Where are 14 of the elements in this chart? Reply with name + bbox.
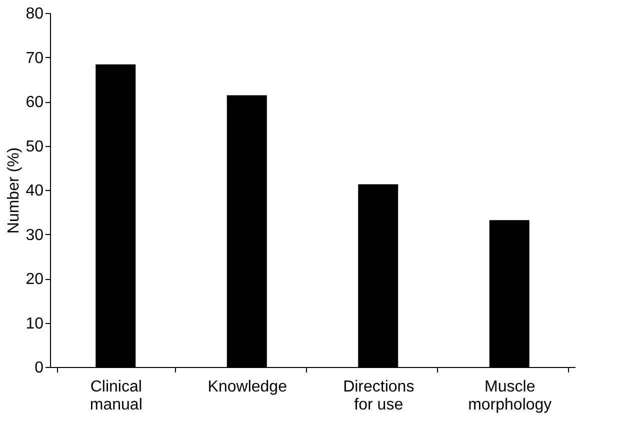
y-tick-label: 70	[26, 50, 44, 67]
x-tick-label: Knowledge	[208, 378, 288, 396]
y-tick-label: 60	[26, 94, 44, 111]
x-tick-label: Muscle morphology	[468, 378, 552, 414]
x-tick-label: Directions for use	[343, 378, 414, 414]
y-axis-title: Number (%)	[6, 147, 23, 234]
y-tick-label: 50	[26, 138, 44, 156]
y-tick-label: 0	[34, 360, 44, 376]
x-tick-label: Clinical manual	[90, 378, 142, 414]
y-tick-label: 10	[26, 315, 44, 332]
y-tick-label: 80	[26, 6, 44, 22]
y-tick-label: 30	[26, 226, 44, 244]
y-tick-label: 20	[26, 271, 44, 288]
y-tick-label: 40	[26, 182, 44, 200]
